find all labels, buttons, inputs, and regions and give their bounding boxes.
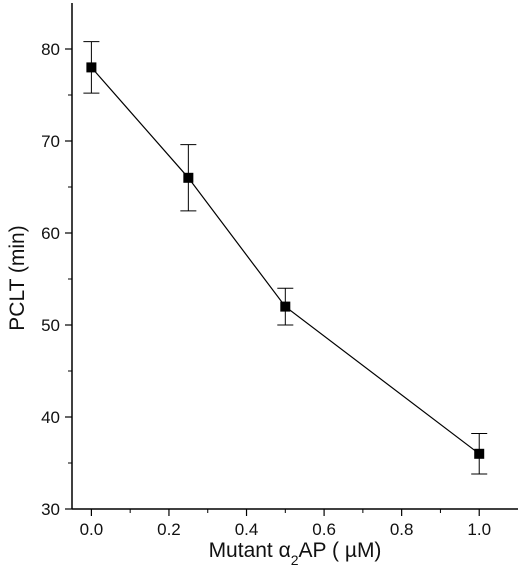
x-tick-label: 0.8 bbox=[390, 520, 414, 539]
data-point bbox=[86, 62, 97, 73]
x-tick-label: 0.2 bbox=[157, 520, 181, 539]
y-tick-label: 80 bbox=[41, 40, 60, 59]
x-axis-label-subscript: 2 bbox=[291, 552, 299, 565]
data-point bbox=[280, 301, 291, 312]
x-axis-label: Mutant α2AP ( µM) bbox=[209, 539, 382, 565]
x-axis-label-prefix: Mutant bbox=[209, 539, 279, 562]
y-tick-label: 40 bbox=[41, 408, 60, 427]
series-line bbox=[90, 67, 480, 455]
data-point bbox=[183, 172, 194, 183]
x-tick-label: 0.4 bbox=[235, 520, 259, 539]
x-axis-label-suffix: AP ( µM) bbox=[299, 539, 382, 562]
y-axis-label: PCLT (min) bbox=[6, 225, 29, 330]
plot-area bbox=[83, 41, 488, 475]
x-tick-label: 0.6 bbox=[312, 520, 336, 539]
y-tick-label: 50 bbox=[41, 316, 60, 335]
data-point bbox=[474, 448, 485, 459]
y-tick-label: 70 bbox=[41, 132, 60, 151]
ticks: 0.0 0.2 0.4 0.6 0.8 1.0 30 40 50 60 70 80 bbox=[41, 40, 491, 539]
axes bbox=[71, 3, 518, 510]
x-tick-label: 0.0 bbox=[80, 520, 104, 539]
y-tick-label: 60 bbox=[41, 224, 60, 243]
x-tick-label: 1.0 bbox=[467, 520, 491, 539]
x-axis-label-symbol: α bbox=[279, 539, 291, 562]
y-tick-label: 30 bbox=[41, 500, 60, 519]
